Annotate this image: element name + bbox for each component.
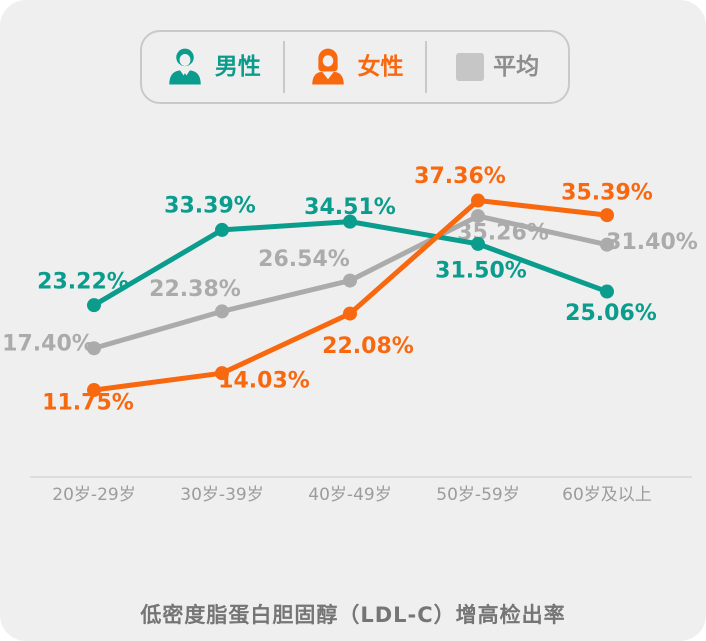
value-label-average: 31.40% [606,230,698,255]
x-axis-label: 50岁-59岁 [436,485,519,505]
data-point-male [471,236,485,251]
legend-item-male[interactable]: 男性 [142,32,283,102]
legend: 男性 女性 平均 [140,30,570,104]
data-point-male [87,298,101,313]
data-point-female [215,366,229,381]
data-point-female [87,383,101,398]
x-axis-label: 60岁及以上 [562,485,652,505]
value-label-average: 17.40% [2,332,94,357]
value-label-male: 31.50% [435,258,527,283]
value-label-average: 26.54% [258,247,350,272]
legend-label-female: 女性 [357,53,404,80]
data-point-female [471,193,485,208]
value-label-female: 22.08% [322,334,414,359]
data-point-male [215,222,229,237]
data-point-male [600,284,614,299]
value-label-male: 34.51% [304,195,396,220]
male-person-icon [169,48,201,85]
x-axis-label: 20岁-29岁 [52,485,135,505]
value-label-female: 37.36% [414,164,506,189]
value-label-female: 35.39% [561,181,653,206]
average-swatch [456,53,485,81]
legend-label-average: 平均 [493,53,540,80]
chart-title: 低密度脂蛋白胆固醇（LDL-C）增高检出率 [140,603,566,627]
data-point-average [343,273,357,288]
x-axis-label: 40岁-49岁 [308,485,391,505]
value-label-female: 14.03% [218,369,310,394]
data-point-average [215,304,229,319]
female-person-icon [311,48,344,85]
legend-divider [425,41,428,93]
data-point-average [600,237,614,252]
data-point-average [471,209,485,224]
legend-item-female[interactable]: 女性 [285,32,426,102]
legend-divider [282,41,285,93]
value-label-male: 23.22% [37,270,129,295]
x-axis-label: 30岁-39岁 [180,485,263,505]
data-point-male [343,214,357,229]
value-label-average: 22.38% [149,277,241,302]
data-point-female [600,208,614,223]
legend-label-male: 男性 [214,53,261,80]
value-label-male: 33.39% [164,193,256,218]
data-point-female [343,306,357,321]
data-point-average [87,341,101,356]
legend-item-average[interactable]: 平均 [427,32,568,102]
value-label-male: 25.06% [565,301,657,326]
value-label-female: 11.75% [42,391,134,416]
